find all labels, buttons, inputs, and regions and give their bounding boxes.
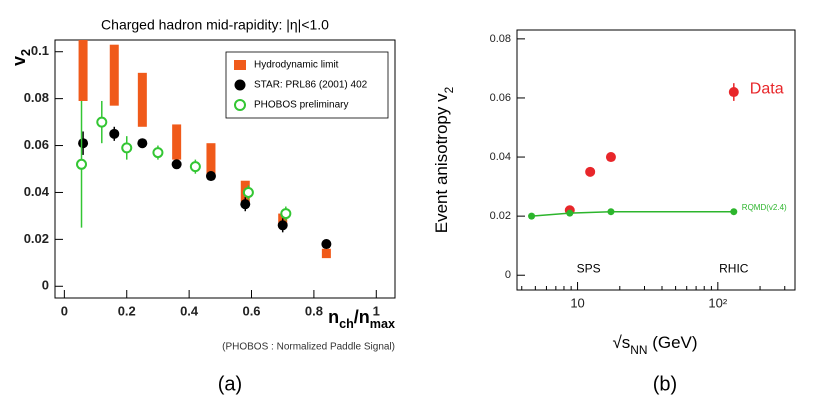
plot-frame <box>54 39 396 299</box>
series-line <box>531 210 734 217</box>
y-axis-label-part: 2 <box>19 49 33 56</box>
y-axis-label: Event anisotropy v2 <box>432 86 456 233</box>
footnote: (PHOBOS : Normalized Paddle Signal) <box>222 342 395 353</box>
y-tick-label: 0.04 <box>24 184 50 199</box>
data-point <box>605 152 616 163</box>
y-axis-label-part: 2 <box>442 86 456 93</box>
x-tick-label: 0.8 <box>305 303 323 318</box>
data-point <box>728 87 739 98</box>
y-tick-label: 0.02 <box>24 231 49 246</box>
x-axis-label: nch/nmax <box>328 307 395 332</box>
data-point <box>242 186 254 198</box>
series-label: Data <box>750 80 784 97</box>
y-axis-label-part: v <box>9 56 29 66</box>
data-point <box>96 116 108 128</box>
data-point <box>78 138 89 149</box>
chart: 10 10² 0 0.02 0.04 0.06 0.08 √sNN (GeV) Event an… <box>432 29 796 395</box>
x-tick-label: 0 <box>61 303 68 318</box>
plot-frame <box>516 29 796 291</box>
x-axis-label-part: (GeV) <box>647 333 697 352</box>
legend-label: PHOBOS preliminary <box>254 100 348 111</box>
data-point <box>607 208 615 216</box>
range-bar <box>137 72 147 127</box>
x-axis-label-part: n <box>328 307 339 327</box>
y-tick-label: 0.1 <box>31 43 49 58</box>
data-point <box>171 159 182 170</box>
x-axis-label-part: /n <box>354 307 370 327</box>
legend-swatch <box>234 60 246 70</box>
legend-box <box>225 51 389 119</box>
range-bar <box>109 44 119 106</box>
y-tick-label: 0.08 <box>490 33 511 45</box>
data-point <box>189 161 201 173</box>
data-point <box>321 239 332 250</box>
range-bar <box>206 143 216 177</box>
legend-label: STAR: PRL86 (2001) 402 <box>254 80 368 91</box>
y-tick-label: 0 <box>505 269 511 281</box>
x-axis-label-part: NN <box>630 343 647 357</box>
x-tick-label: 10 <box>570 295 584 310</box>
data-point <box>566 209 574 217</box>
data-point <box>280 208 292 220</box>
x-axis-label: √sNN (GeV) <box>612 333 697 357</box>
data-point <box>205 171 216 182</box>
series-label: RQMD(v2.4) <box>742 203 787 212</box>
data-point <box>137 138 148 149</box>
x-tick-label: 1 <box>373 303 380 318</box>
legend-swatch <box>234 79 246 91</box>
y-tick-label: 0.06 <box>24 137 49 152</box>
y-tick-label: 0 <box>42 278 49 293</box>
y-tick-label: 0.06 <box>490 92 511 104</box>
data-point <box>240 199 251 210</box>
data-point <box>585 166 596 177</box>
x-tick-label: 0.6 <box>242 303 260 318</box>
data-point <box>730 208 738 216</box>
x-axis-label-part: √s <box>612 333 630 352</box>
caption: (a) <box>218 373 242 395</box>
data-point <box>277 220 288 231</box>
x-tick-label: 0.2 <box>118 303 136 318</box>
y-tick-label: 0.04 <box>490 151 511 163</box>
annotation: SPS <box>577 261 601 275</box>
data-point <box>152 147 164 159</box>
legend-swatch <box>234 99 246 111</box>
legend-label: Hydrodynamic limit <box>254 60 339 71</box>
x-tick-label: 0.4 <box>180 303 199 318</box>
y-tick-label: 0.08 <box>24 90 49 105</box>
y-tick-label: 0.02 <box>490 210 511 222</box>
data-point <box>109 128 120 139</box>
x-axis-label-part: ch <box>339 317 354 331</box>
y-axis-label: v2 <box>9 49 34 66</box>
x-tick-label: 10² <box>708 295 727 310</box>
caption: (b) <box>653 373 677 395</box>
range-bar <box>78 40 88 101</box>
data-point <box>76 158 88 170</box>
chart: 0 0.2 0.4 0.6 0.8 1 0 0.02 0.04 0.06 0.08 0.1 Charge… <box>9 17 396 395</box>
chart-title: Charged hadron mid-rapidity: |η|<1.0 <box>101 17 329 33</box>
range-bar <box>172 124 182 160</box>
data-point <box>121 142 133 154</box>
annotation: RHIC <box>719 261 749 275</box>
range-bar <box>321 248 331 259</box>
y-axis-label-part: Event anisotropy v <box>432 93 451 233</box>
x-axis-label-part: max <box>370 317 395 331</box>
data-point <box>528 212 536 220</box>
